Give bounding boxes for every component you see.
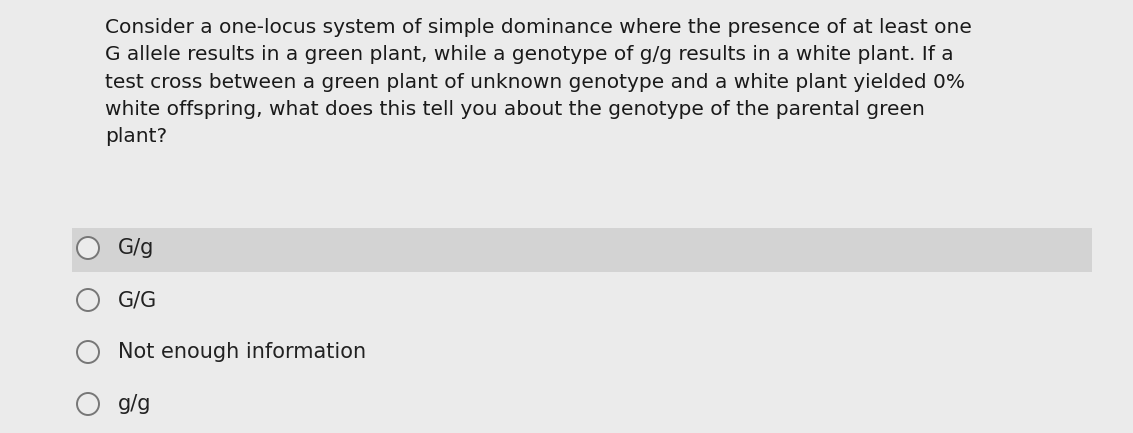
Bar <box>73 228 1092 272</box>
Circle shape <box>77 289 99 311</box>
Text: g/g: g/g <box>118 394 152 414</box>
Text: Consider a one-locus system of simple dominance where the presence of at least o: Consider a one-locus system of simple do… <box>105 18 972 146</box>
Circle shape <box>77 341 99 363</box>
Circle shape <box>77 393 99 415</box>
Text: G/g: G/g <box>118 238 154 258</box>
Circle shape <box>77 237 99 259</box>
Text: G/G: G/G <box>118 290 157 310</box>
Text: Not enough information: Not enough information <box>118 342 366 362</box>
